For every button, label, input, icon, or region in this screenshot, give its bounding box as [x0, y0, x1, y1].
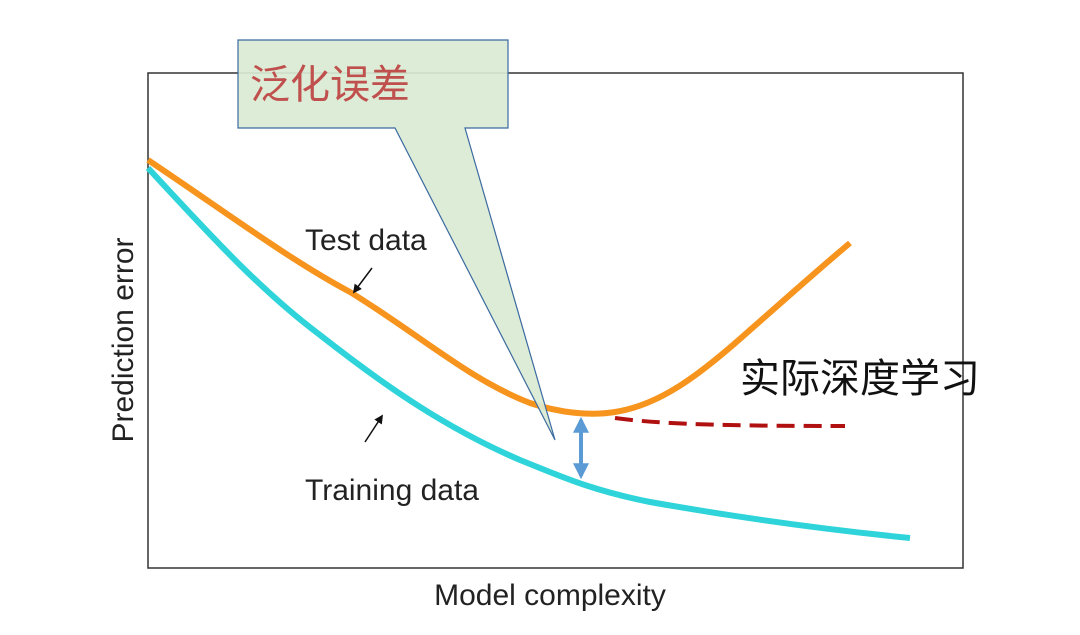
callout: 泛化误差 — [237, 39, 556, 441]
test-arrow — [352, 267, 373, 294]
training-label: Training data — [305, 474, 479, 507]
training-curve — [145, 165, 911, 541]
callout-text: 泛化误差 — [250, 62, 410, 108]
test-label: Test data — [305, 224, 427, 257]
callout-shape — [237, 39, 556, 441]
test-curve — [146, 157, 852, 417]
y-axis-label: Prediction error — [107, 237, 140, 442]
plot-frame — [147, 72, 964, 569]
dashed-curve — [614, 416, 846, 428]
x-axis-label: Model complexity — [434, 579, 666, 612]
annotation: 实际深度学习 — [740, 356, 980, 402]
training-arrow — [364, 414, 383, 443]
